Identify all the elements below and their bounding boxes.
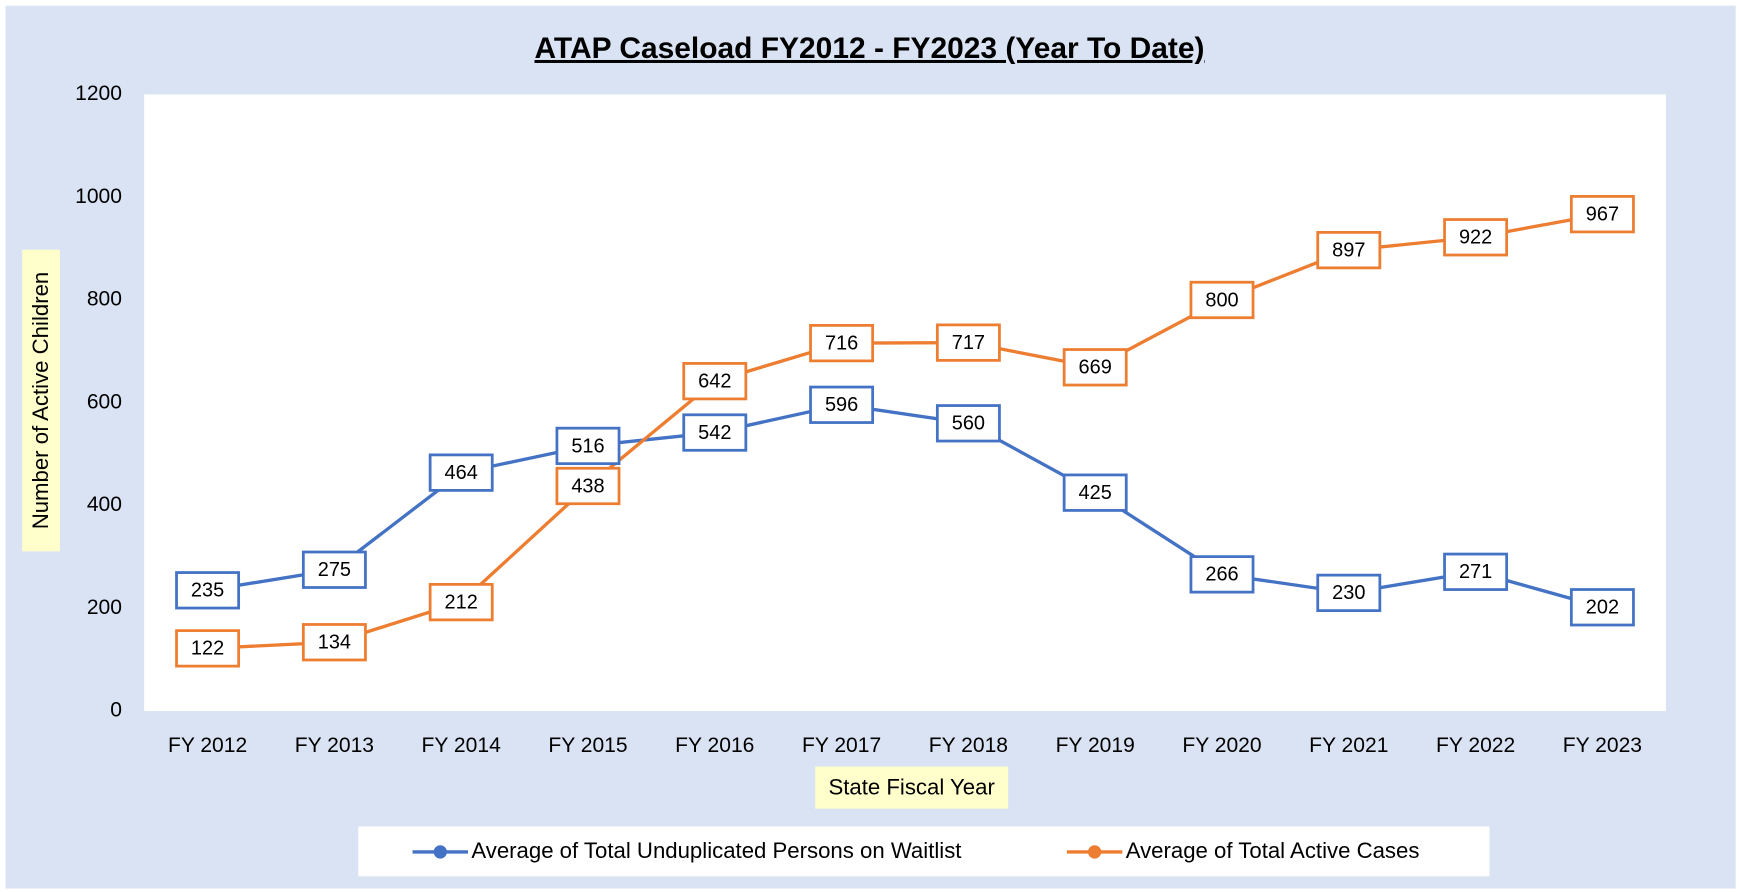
data-label: 669 xyxy=(1079,357,1112,379)
data-label-box xyxy=(428,453,494,492)
data-label-box xyxy=(428,582,494,622)
data-label: 425 xyxy=(1079,482,1112,504)
data-label: 542 xyxy=(698,422,731,444)
data-label: 271 xyxy=(1459,561,1492,583)
data-label-box xyxy=(1189,280,1255,320)
data-label-box xyxy=(1316,230,1382,270)
data-label: 275 xyxy=(318,559,351,581)
chart-title: ATAP Caseload FY2012 - FY2023 (Year To D… xyxy=(535,32,1205,65)
data-label: 438 xyxy=(571,475,604,497)
data-label-box xyxy=(1189,555,1255,594)
x-tick-label: FY 2013 xyxy=(295,734,374,757)
x-tick-label: FY 2016 xyxy=(675,734,754,757)
x-tick-label: FY 2012 xyxy=(168,734,247,757)
data-label: 230 xyxy=(1332,582,1365,604)
data-label-box xyxy=(1062,473,1128,512)
data-label: 716 xyxy=(825,333,858,355)
legend-label: Average of Total Unduplicated Persons on… xyxy=(471,838,961,863)
data-label-box xyxy=(301,550,367,589)
y-tick-label: 200 xyxy=(87,596,122,619)
y-tick-label: 1000 xyxy=(75,185,122,208)
data-label: 897 xyxy=(1332,240,1365,262)
data-label: 202 xyxy=(1586,597,1619,619)
data-label: 516 xyxy=(571,435,604,457)
x-axis-label: State Fiscal Year xyxy=(828,775,995,800)
data-label: 464 xyxy=(445,462,478,484)
y-label-highlight xyxy=(22,249,60,552)
data-label: 800 xyxy=(1205,289,1238,311)
data-label-box xyxy=(1062,348,1128,387)
data-label-box xyxy=(555,466,621,506)
data-label-box xyxy=(809,324,875,363)
data-label: 212 xyxy=(445,592,478,614)
x-tick-label: FY 2019 xyxy=(1056,734,1135,757)
data-label-box xyxy=(175,629,241,668)
data-label: 235 xyxy=(191,580,224,602)
data-label-box xyxy=(935,323,1001,362)
data-label-box xyxy=(809,385,875,424)
data-label-box xyxy=(301,623,367,662)
data-label: 922 xyxy=(1459,227,1492,249)
y-tick-label: 800 xyxy=(87,288,122,311)
x-tick-label: FY 2022 xyxy=(1436,734,1515,757)
y-tick-label: 400 xyxy=(87,493,122,516)
x-tick-label: FY 2021 xyxy=(1309,734,1388,757)
legend-label: Average of Total Active Cases xyxy=(1126,838,1420,863)
data-label-box xyxy=(1316,573,1382,613)
data-label: 266 xyxy=(1205,564,1238,586)
data-label-box xyxy=(682,413,748,452)
y-axis-label: Number of Active Children xyxy=(28,272,53,530)
x-label-highlight xyxy=(815,766,1009,809)
data-label-box xyxy=(555,426,621,466)
x-tick-label: FY 2020 xyxy=(1182,734,1261,757)
x-tick-label: FY 2014 xyxy=(422,734,502,757)
data-label: 596 xyxy=(825,394,858,416)
data-label-box xyxy=(1443,218,1509,257)
data-label: 967 xyxy=(1586,204,1619,226)
x-tick-label: FY 2015 xyxy=(548,734,627,757)
data-label: 642 xyxy=(698,371,731,393)
data-label: 134 xyxy=(318,632,351,654)
data-label: 560 xyxy=(952,413,985,435)
data-label: 122 xyxy=(191,638,224,660)
data-label-box xyxy=(935,404,1001,443)
legend-marker xyxy=(1087,845,1102,859)
data-label-box xyxy=(1569,588,1635,627)
data-label: 717 xyxy=(952,332,985,354)
legend-marker xyxy=(433,845,447,859)
y-tick-label: 600 xyxy=(87,390,122,413)
x-tick-label: FY 2017 xyxy=(802,734,881,757)
data-label-box xyxy=(682,362,748,401)
data-label-box xyxy=(1443,552,1509,591)
x-tick-label: FY 2018 xyxy=(929,734,1008,757)
data-label-box xyxy=(1569,195,1635,234)
data-label-box xyxy=(175,571,241,610)
y-tick-label: 0 xyxy=(110,699,122,722)
legend xyxy=(358,826,1490,877)
y-tick-label: 1200 xyxy=(75,82,122,105)
x-tick-label: FY 2023 xyxy=(1563,734,1642,757)
plot-area xyxy=(144,94,1666,712)
